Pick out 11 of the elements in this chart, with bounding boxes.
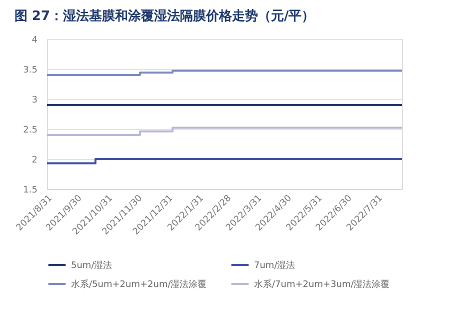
legend-label: 5um/湿法 <box>71 260 112 271</box>
y-tick-label: 3.5 <box>23 66 38 76</box>
chart-title: 图 27：湿法基膜和涂覆湿法隔膜价格走势（元/平） <box>14 8 315 24</box>
legend-label: 水系/7um+2um+3um/湿法涂覆 <box>254 279 390 290</box>
y-tick-label: 2 <box>32 156 38 166</box>
y-tick-label: 4 <box>32 36 38 46</box>
legend-label: 7um/湿法 <box>254 260 296 271</box>
y-tick-label: 3 <box>32 96 38 106</box>
legend-label: 水系/5um+2um+2um/湿法涂覆 <box>71 279 207 290</box>
y-tick-label: 2.5 <box>23 126 38 136</box>
y-tick-label: 1.5 <box>23 186 38 196</box>
